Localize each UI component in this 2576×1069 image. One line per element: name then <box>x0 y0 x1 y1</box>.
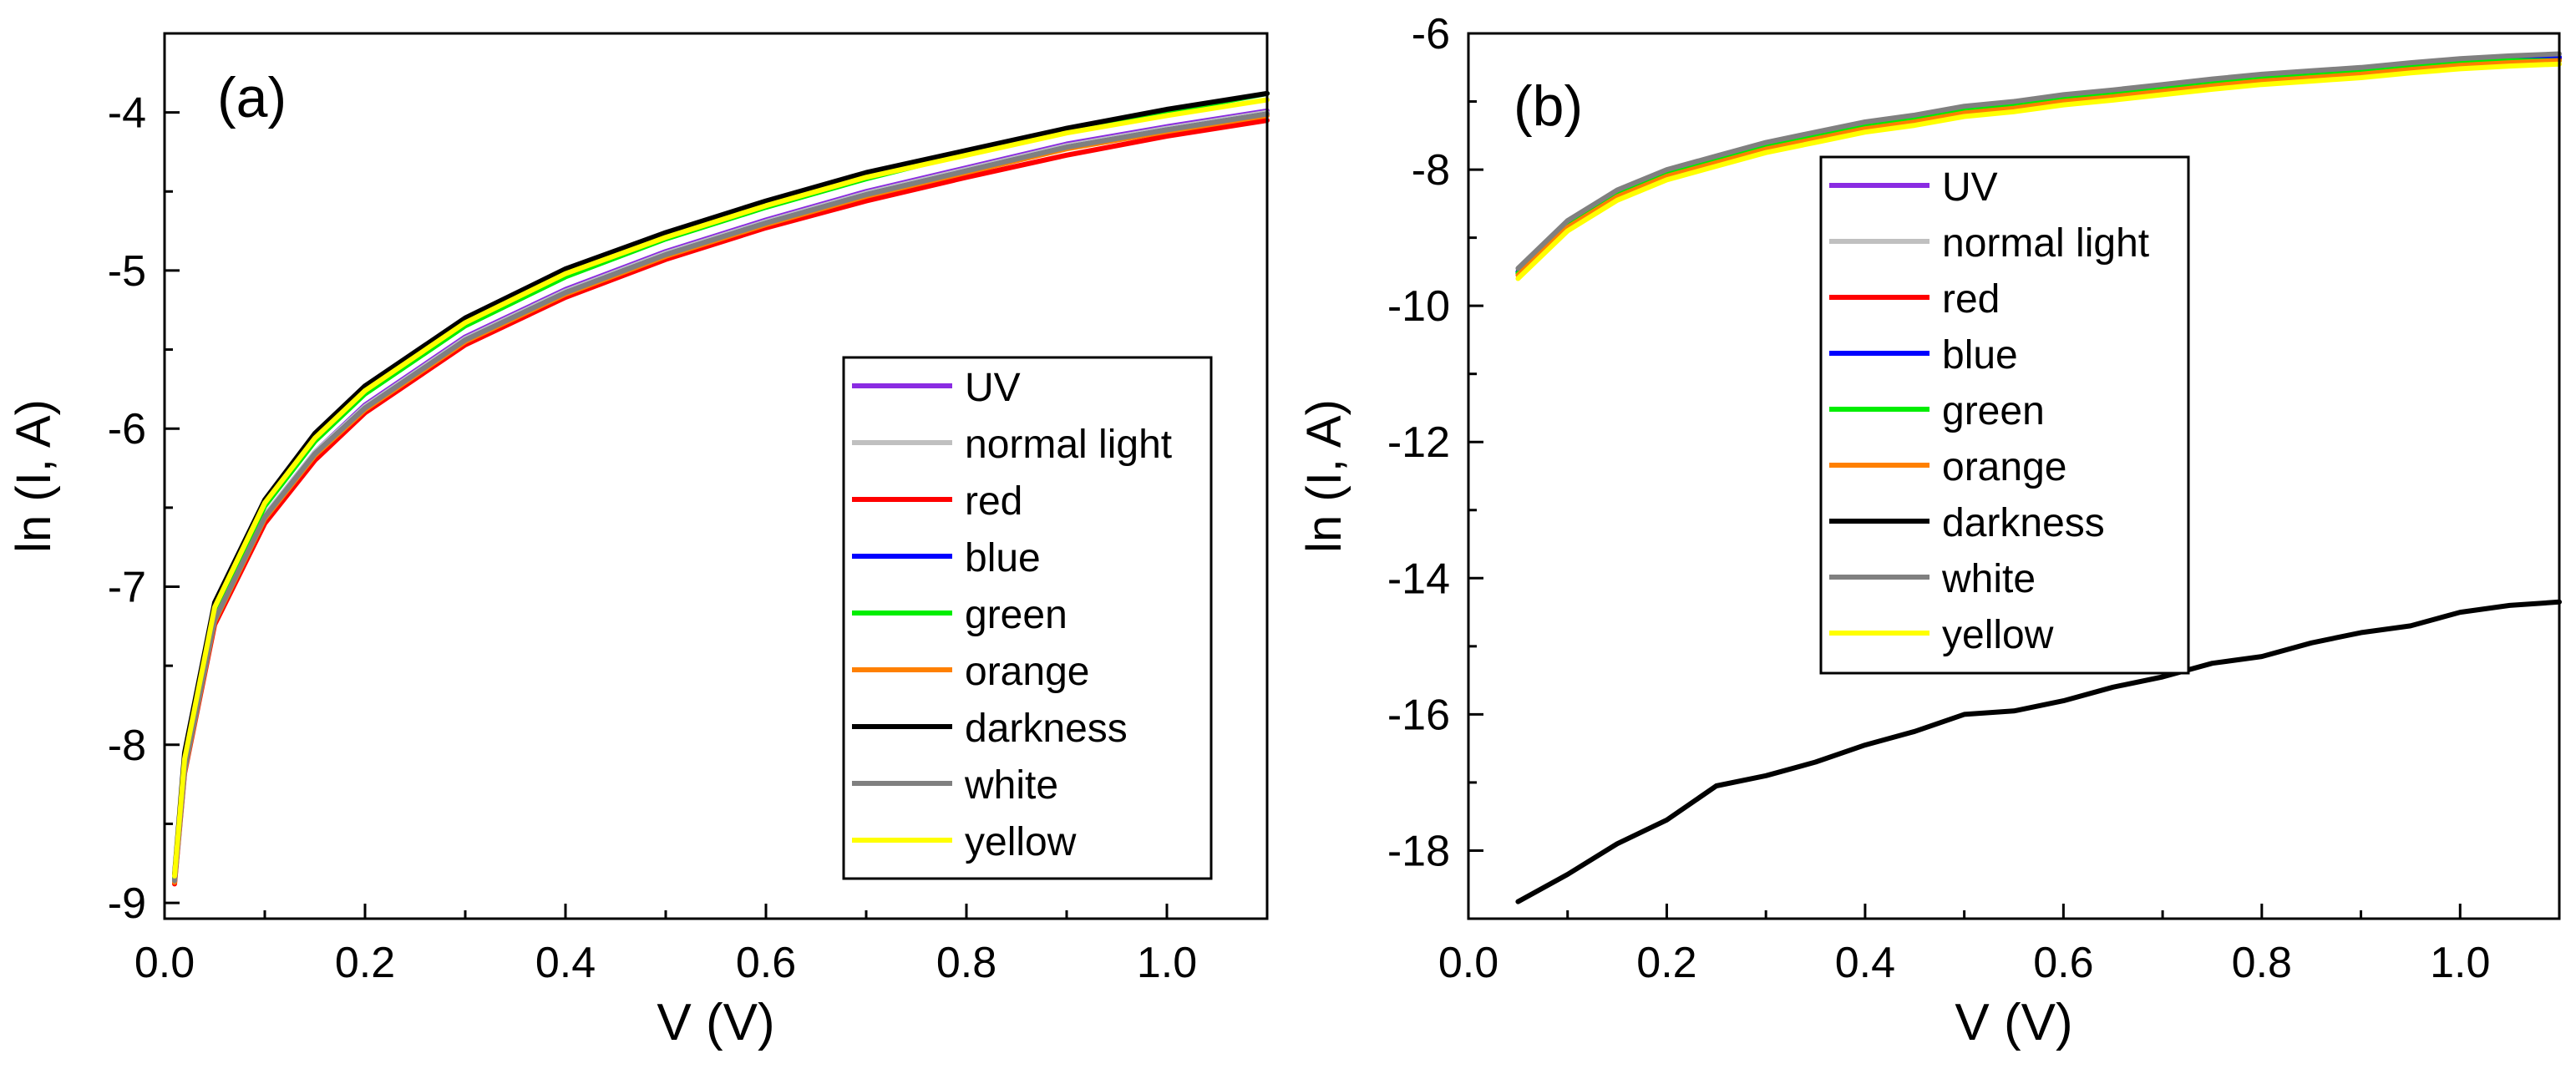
panel-a-plot-frame <box>163 32 1269 920</box>
series-line-orange <box>1515 58 2562 278</box>
series-line-darkness <box>1515 599 2562 904</box>
x-tick-label: 0.2 <box>335 939 395 987</box>
legend-label: green <box>1942 389 2045 433</box>
x-tick-label: 0.4 <box>1835 939 1895 987</box>
legend-label: darkness <box>965 707 1128 751</box>
y-tick-label: -16 <box>1387 691 1450 739</box>
legend-label: yellow <box>965 820 1077 864</box>
x-tick-label: 0.0 <box>134 939 195 987</box>
x-tick-label: 1.0 <box>1137 939 1197 987</box>
chart-panel-a: 0.0 0.2 0.4 0.6 0.8 1.0 -9 -8 -7 -6 -5 -4 (a) V (V)… <box>7 32 1270 1051</box>
series-line-yellow <box>172 97 1270 879</box>
y-tick-label: -6 <box>1412 10 1450 58</box>
legend-label: darkness <box>1942 501 2105 545</box>
panel-a-x-axis-title: V (V) <box>657 994 774 1051</box>
y-tick-label: -14 <box>1387 555 1450 603</box>
panel-b-label: (b) <box>1514 74 1583 138</box>
panel-a-legend: UV normal light red blue green orange darkness… <box>842 356 1213 880</box>
panel-b-tick-labels: 0.0 0.2 0.4 0.6 0.8 1.0 -18 -16 -14 -12 -10 -8 -6 <box>1387 10 2491 987</box>
legend-label: normal light <box>965 423 1172 467</box>
panel-a-tick-labels: 0.0 0.2 0.4 0.6 0.8 1.0 -9 -8 -7 -6 -5 -4 <box>108 89 1197 987</box>
x-tick-label: 0.8 <box>2232 939 2292 987</box>
panel-a-label: (a) <box>217 66 287 129</box>
panel-b-legend-items: UV normal light red blue green orange darkness… <box>1829 165 2149 657</box>
y-tick-label: -18 <box>1387 827 1450 875</box>
panel-b-x-axis-title: V (V) <box>1955 994 2072 1051</box>
x-tick-label: 0.4 <box>535 939 596 987</box>
legend-label: yellow <box>1942 613 2054 657</box>
x-tick-label: 0.6 <box>2033 939 2093 987</box>
x-tick-label: 0.6 <box>736 939 796 987</box>
legend-label: UV <box>965 366 1021 410</box>
panel-b-plot-frame <box>1467 32 2561 920</box>
y-tick-label: -8 <box>108 722 146 770</box>
legend-label: normal light <box>1942 221 2149 266</box>
y-tick-label: -10 <box>1387 282 1450 331</box>
series-line-white <box>172 111 1270 884</box>
legend-label: red <box>965 479 1022 524</box>
legend-label: orange <box>1942 445 2066 489</box>
x-tick-label: 0.2 <box>1636 939 1696 987</box>
panel-b-legend: UV normal light red blue green orange darkness… <box>1819 155 2190 675</box>
series-line-white <box>1515 51 2562 271</box>
legend-label: blue <box>965 536 1041 580</box>
y-tick-label: -5 <box>108 247 146 296</box>
panel-a-legend-items: UV normal light red blue green orange darkness… <box>852 366 1172 864</box>
legend-label: red <box>1942 277 2000 322</box>
y-tick-label: -7 <box>108 564 146 612</box>
legend-label: green <box>965 593 1067 637</box>
x-tick-label: 0.0 <box>1438 939 1498 987</box>
y-tick-label: -4 <box>108 89 146 138</box>
y-tick-label: -12 <box>1387 418 1450 467</box>
x-tick-label: 1.0 <box>2430 939 2490 987</box>
legend-label: UV <box>1942 165 1998 210</box>
y-tick-label: -9 <box>108 879 146 928</box>
legend-label: orange <box>965 650 1089 694</box>
panel-b-y-axis-title: ln (I, A) <box>1297 399 1351 553</box>
legend-label: blue <box>1942 333 2018 377</box>
panel-a-series <box>172 90 1270 887</box>
x-tick-label: 0.8 <box>936 939 996 987</box>
chart-panel-b: 0.0 0.2 0.4 0.6 0.8 1.0 -18 -16 -14 -12 -10 -8 -6 (b… <box>1297 10 2562 1051</box>
series-line-yellow <box>1515 61 2562 281</box>
y-tick-label: -6 <box>108 405 146 453</box>
legend-label: white <box>1941 557 2036 601</box>
y-tick-label: -8 <box>1412 146 1450 195</box>
panel-b-series <box>1515 51 2562 904</box>
legend-label: white <box>964 763 1058 808</box>
panel-a-y-axis-title: ln (I, A) <box>7 399 61 553</box>
